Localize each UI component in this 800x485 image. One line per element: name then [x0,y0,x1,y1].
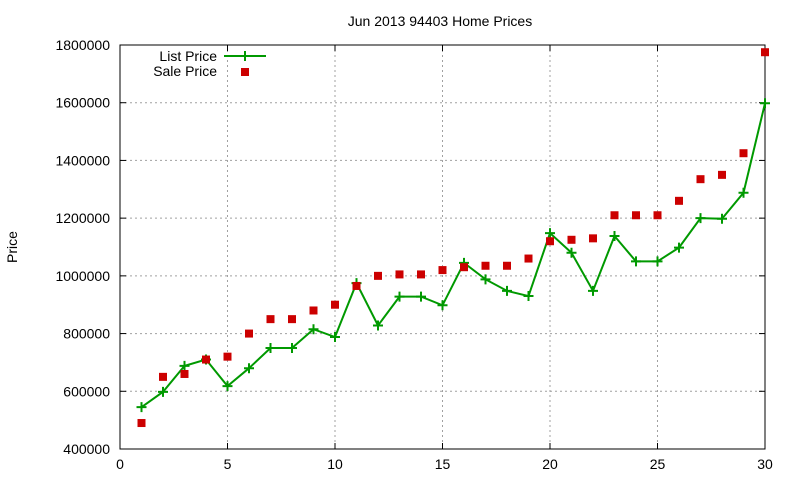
list-price-point [394,291,405,302]
list-price-point [330,332,340,343]
sale-price-point [567,235,576,244]
sale-price-point [438,266,447,275]
sale-price-point [331,300,339,309]
sale-price-point [180,369,189,378]
sale-price-point [632,211,640,220]
y-tick-label: 1400000 [55,152,110,168]
y-tick-label: 1200000 [55,210,110,226]
sale-price-point [374,271,382,280]
y-tick-label: 1600000 [55,95,110,111]
list-price-point [437,300,448,311]
sale-price-point [503,261,511,270]
sale-price-point [610,211,619,220]
list-price-point [674,242,684,253]
list-price-point [308,324,319,335]
list-price-point [136,402,147,413]
x-tick-label: 15 [435,456,451,472]
list-price-point [179,360,190,371]
sale-price-point [589,234,597,243]
sale-price-point [675,196,683,205]
axes: 0 5 10 15 20 25 30 400000 600000 800000 1000000 120… [55,37,773,472]
list-price-point [652,256,663,267]
y-tick-label: 1800000 [55,37,110,53]
sale-price-point [352,281,361,290]
list-price-point [265,343,276,353]
list-price-line [140,103,766,408]
plot-area [136,48,770,428]
legend-marker-sale-price [241,68,249,76]
y-tick-label: 600000 [63,383,110,399]
list-price-point [287,343,297,353]
y-tick-label: 400000 [63,441,110,457]
x-tick-label: 5 [224,456,232,472]
sale-price-point [159,372,167,381]
list-price-point [566,247,577,258]
sale-price-point [137,419,146,428]
sale-price-point [761,48,769,57]
sale-price-point [696,175,705,184]
sale-price-point [417,270,425,279]
list-price-point [760,98,770,109]
list-price-point [738,187,749,198]
y-tick-label: 800000 [63,326,110,342]
sale-price-point [546,237,554,246]
chart-title: Jun 2013 94403 Home Prices [348,13,532,29]
sale-price-point [739,149,748,158]
x-tick-label: 10 [327,456,343,472]
list-price-point [695,213,706,224]
list-price-point [631,256,641,267]
list-price-point [502,285,512,296]
sale-price-point [223,352,232,361]
sale-price-point [245,329,253,338]
list-price-point [222,381,233,392]
legend-label-list-price: List Price [159,48,217,64]
sale-price-point [395,270,404,279]
sale-price-point [524,254,533,263]
list-price-point [609,231,620,242]
list-price-point [416,291,426,302]
list-price-point [588,285,598,296]
list-price-point [158,386,168,397]
x-tick-label: 30 [757,456,773,472]
sale-price-point [288,315,296,324]
list-price-point [717,213,727,224]
sale-price-point [266,315,275,324]
list-price-point [244,363,254,374]
grid-lines [120,45,765,449]
legend-marker-list-price [240,51,250,61]
list-price-point [480,274,491,285]
y-axis-label: Price [4,231,20,263]
list-price-point [523,291,534,302]
sale-price-point [460,263,468,272]
list-price-point [545,228,555,239]
sale-price-point [481,261,490,270]
x-tick-label: 0 [116,456,124,472]
x-tick-label: 20 [542,456,558,472]
sale-price-point [653,211,662,220]
sale-price-point [202,355,210,364]
x-tick-label: 25 [650,456,666,472]
sale-price-point [718,170,726,179]
sale-price-point [309,306,318,315]
legend-label-sale-price: Sale Price [153,63,217,79]
list-price-point [373,320,383,331]
y-tick-label: 1000000 [55,268,110,284]
